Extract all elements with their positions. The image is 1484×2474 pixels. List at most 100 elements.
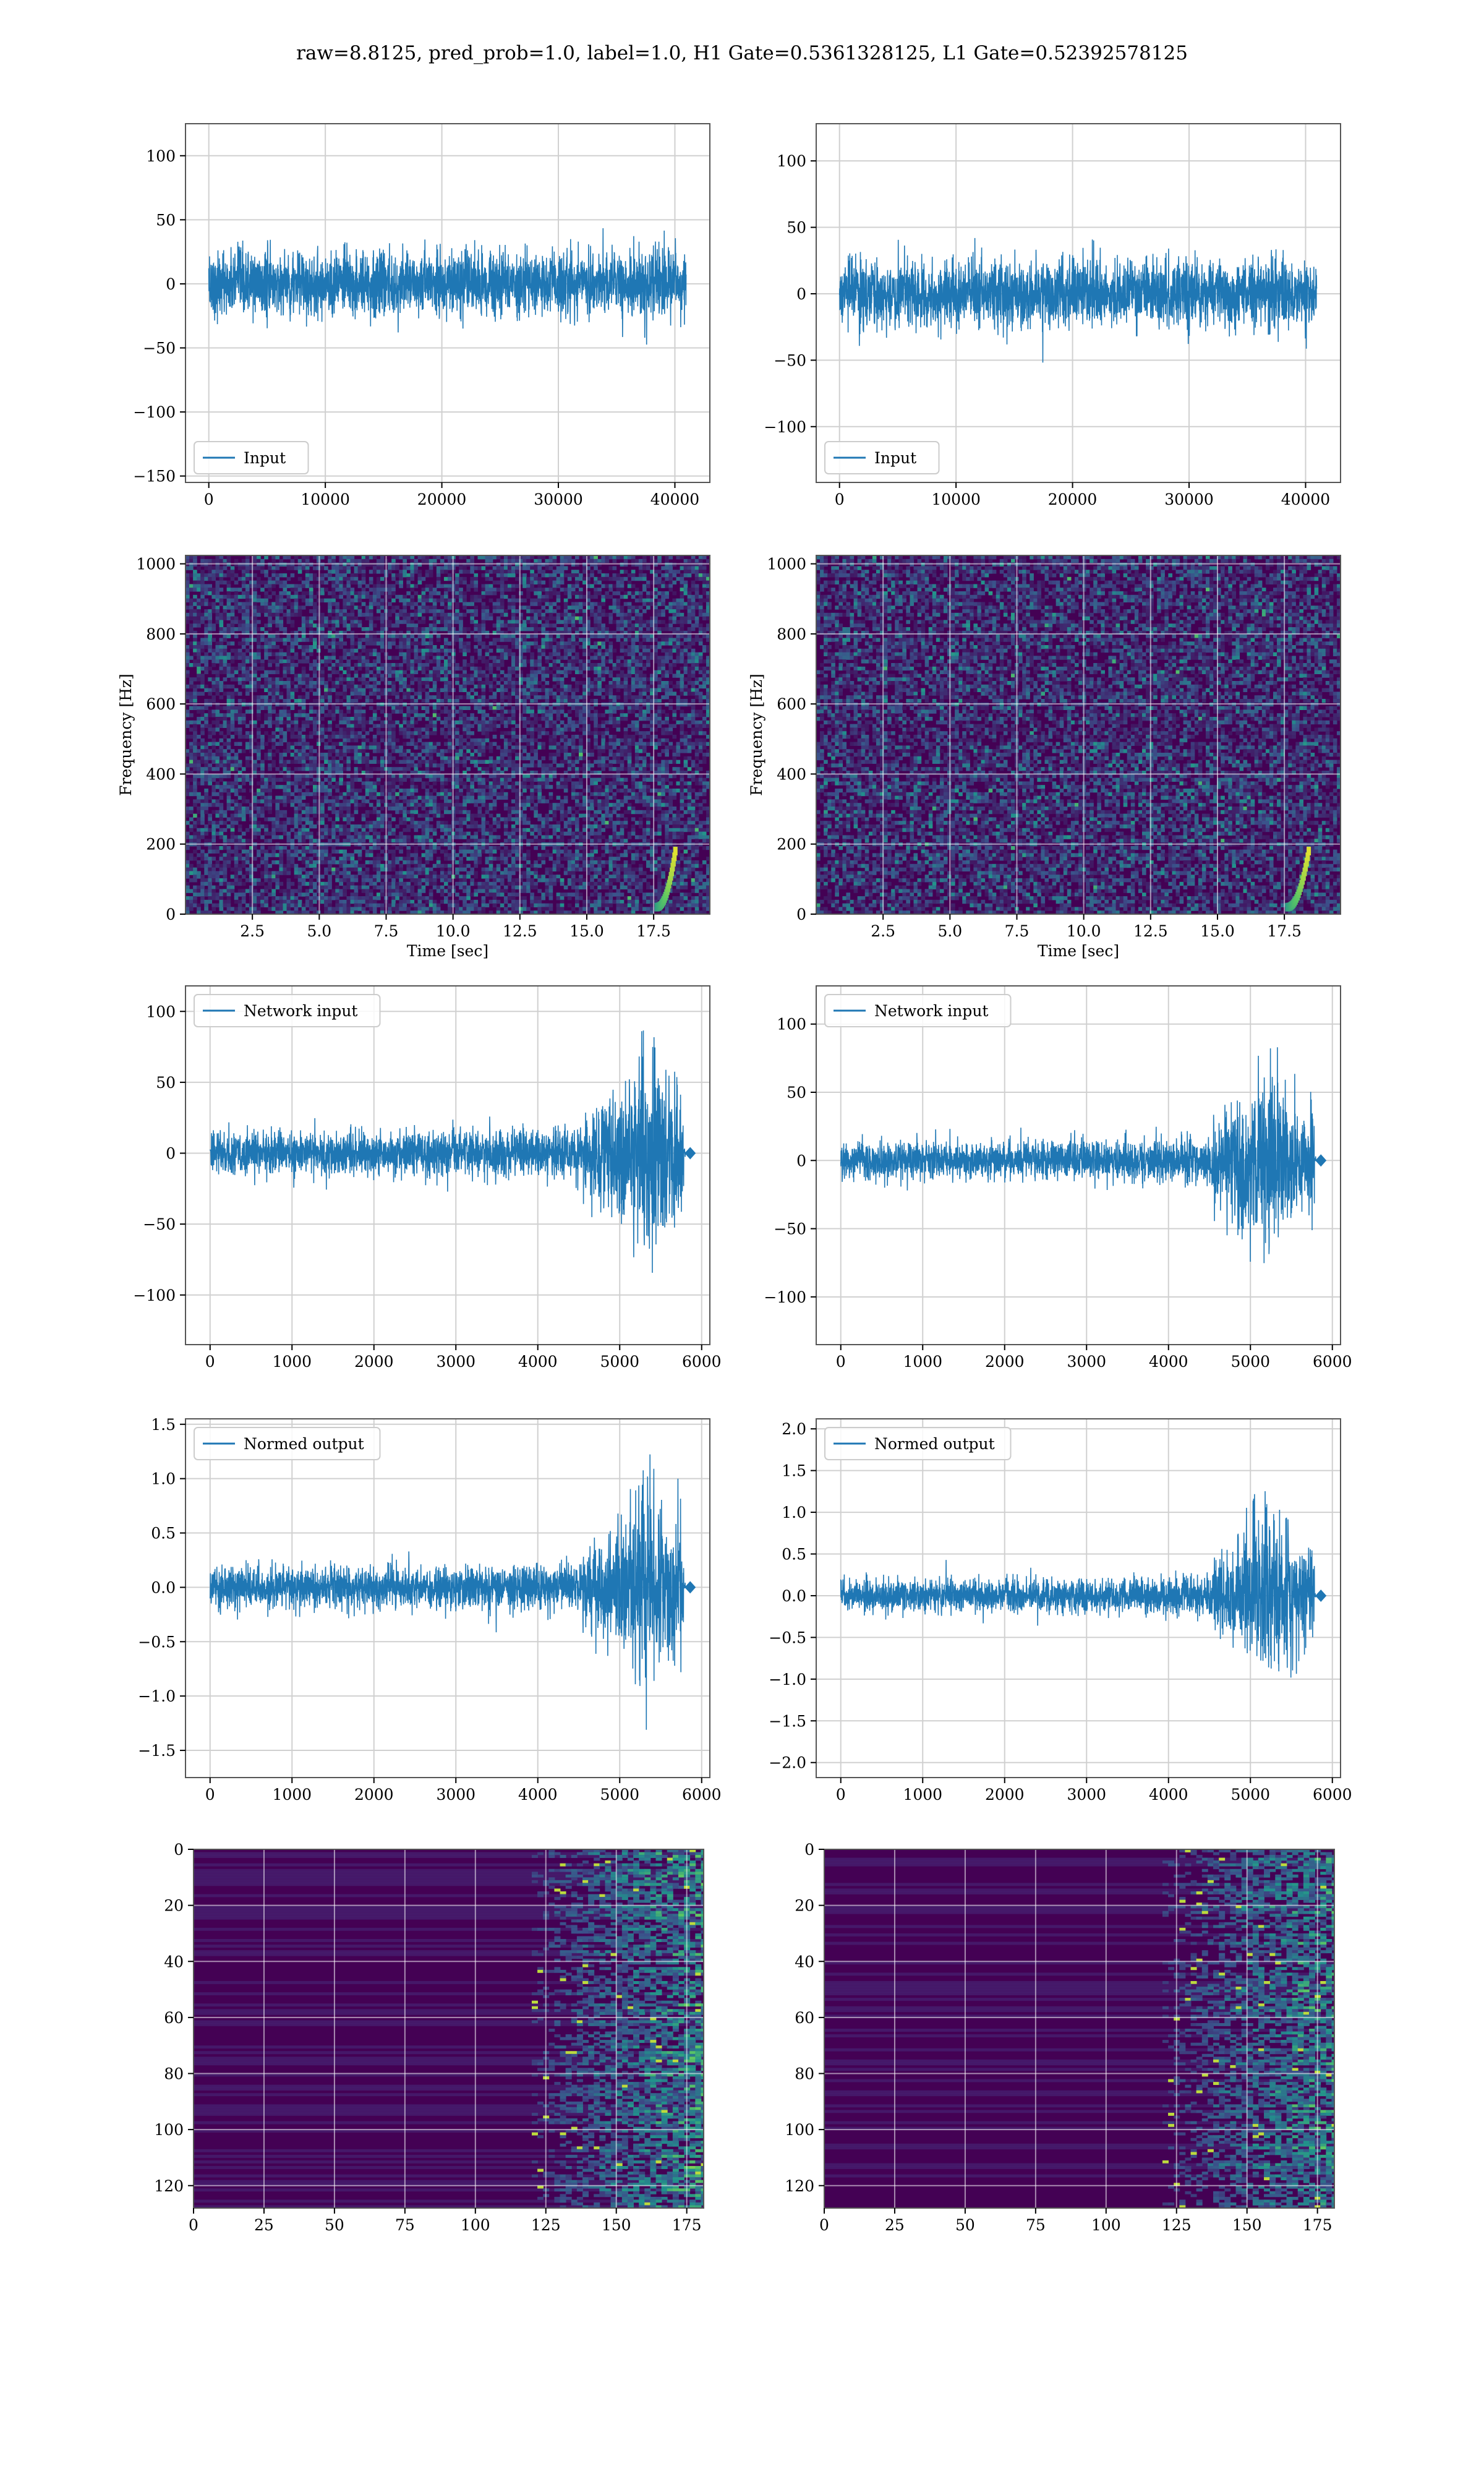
spectrogram-cell (197, 835, 201, 839)
spectrogram-cell (350, 756, 355, 761)
spectrogram-cell (305, 817, 310, 821)
spectrogram-cell (301, 580, 306, 584)
spectrogram-cell (215, 727, 220, 732)
spectrogram-cell (357, 691, 362, 696)
spectrogram-cell (354, 731, 359, 735)
spectrogram-cell (301, 706, 306, 710)
spectrogram-cell (200, 881, 205, 886)
spectrogram-cell (429, 695, 433, 700)
spectrogram-cell (301, 720, 306, 725)
spectrogram-cell (395, 799, 399, 803)
spectrogram-cell (264, 720, 268, 725)
spectrogram-cell (410, 910, 415, 914)
spectrogram-cell (234, 616, 239, 620)
spectrogram-cell (417, 774, 422, 779)
spectrogram-cell (301, 810, 306, 815)
spectrogram-cell (425, 634, 430, 638)
spectrogram-cell (399, 594, 403, 599)
spectrogram-cell (410, 588, 415, 592)
spectrogram-cell (226, 573, 231, 578)
spectrogram-cell (312, 871, 317, 875)
spectrogram-cell (200, 738, 205, 743)
spectrogram-cell (249, 839, 254, 843)
spectrogram-cell (204, 795, 208, 800)
spectrogram-cell (354, 903, 359, 907)
spectrogram-cell (455, 573, 459, 578)
spectrogram-cell (200, 620, 205, 624)
spectrogram-cell (208, 691, 212, 696)
spectrogram-cell (324, 756, 328, 761)
spectrogram-cell (380, 588, 385, 592)
spectrogram-cell (369, 889, 373, 893)
spectrogram-cell (376, 717, 381, 721)
spectrogram-cell (372, 742, 377, 746)
spectrogram-cell (223, 863, 228, 868)
spectrogram-cell (369, 684, 373, 689)
spectrogram-cell (357, 623, 362, 628)
spectrogram-cell (294, 656, 299, 660)
spectrogram-cell (372, 681, 377, 685)
spectrogram-cell (200, 742, 205, 746)
spectrogram-cell (208, 803, 212, 807)
spectrogram-cell (189, 753, 194, 757)
spectrogram-cell (290, 620, 295, 624)
spectrogram-cell (403, 677, 407, 682)
spectrogram-cell (230, 839, 235, 843)
spectrogram-cell (275, 835, 280, 839)
spectrogram-cell (260, 763, 265, 768)
spectrogram-cell (443, 849, 448, 854)
spectrogram-cell (339, 831, 343, 836)
spectrogram-cell (328, 777, 332, 782)
spectrogram-cell (331, 767, 336, 771)
spectrogram-cell (309, 824, 313, 829)
spectrogram-cell (436, 663, 441, 667)
spectrogram-cell (309, 620, 313, 624)
spectrogram-cell (403, 681, 407, 685)
spectrogram-cell (380, 875, 385, 879)
spectrogram-cell (376, 566, 381, 570)
spectrogram-cell (395, 645, 399, 649)
spectrogram-cell (406, 867, 411, 871)
spectrogram-cell (432, 849, 437, 854)
spectrogram-cell (410, 566, 415, 570)
spectrogram-cell (357, 709, 362, 714)
spectrogram-cell (283, 907, 288, 911)
spectrogram-cell (253, 763, 257, 768)
spectrogram-cell (234, 691, 239, 696)
spectrogram-cell (204, 892, 208, 897)
spectrogram-cell (354, 570, 359, 574)
spectrogram-cell (361, 742, 366, 746)
spectrogram-cell (339, 863, 343, 868)
spectrogram-cell (279, 821, 284, 825)
spectrogram-cell (309, 602, 313, 606)
spectrogram-cell (186, 598, 190, 602)
spectrogram-cell (376, 584, 381, 588)
spectrogram-cell (208, 602, 212, 606)
spectrogram-cell (260, 845, 265, 850)
spectrogram-cell (365, 663, 370, 667)
spectrogram-cell (346, 695, 351, 700)
spectrogram-cell (331, 845, 336, 850)
spectrogram-cell (350, 602, 355, 606)
spectrogram-cell (320, 774, 325, 779)
spectrogram-cell (294, 889, 299, 893)
spectrogram-cell (429, 616, 433, 620)
spectrogram-cell (275, 878, 280, 883)
spectrogram-cell (301, 745, 306, 750)
spectrogram-cell (275, 656, 280, 660)
spectrogram-cell (268, 659, 272, 664)
spectrogram-cell (197, 799, 201, 803)
spectrogram-cell (403, 562, 407, 567)
spectrogram-cell (283, 735, 288, 739)
spectrogram-cell (443, 896, 448, 901)
spectrogram-cell (350, 860, 355, 865)
spectrogram-cell (215, 684, 220, 689)
spectrogram-cell (237, 749, 242, 753)
spectrogram-cell (331, 867, 336, 871)
spectrogram-cell (429, 807, 433, 811)
spectrogram-cell (343, 602, 348, 606)
spectrogram-cell (320, 731, 325, 735)
spectrogram-cell (253, 681, 257, 685)
spectrogram-cell (283, 709, 288, 714)
spectrogram-cell (440, 889, 445, 893)
